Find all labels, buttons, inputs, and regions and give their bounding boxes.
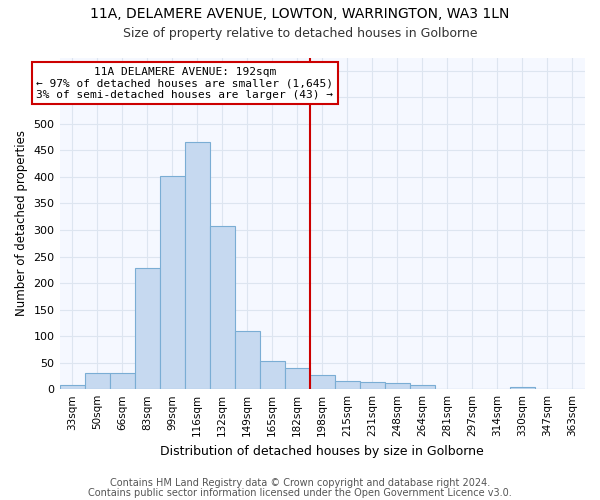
Bar (360, 382, 385, 389)
Text: 11A, DELAMERE AVENUE, LOWTON, WARRINGTON, WA3 1LN: 11A, DELAMERE AVENUE, LOWTON, WARRINGTON… (91, 8, 509, 22)
Bar (235, 331, 260, 389)
Text: 11A DELAMERE AVENUE: 192sqm
← 97% of detached houses are smaller (1,645)
3% of s: 11A DELAMERE AVENUE: 192sqm ← 97% of det… (36, 66, 333, 100)
Bar (160, 176, 185, 389)
Bar (410, 386, 435, 389)
Bar (310, 375, 335, 389)
Bar (209, 226, 235, 389)
Bar (335, 381, 360, 389)
Bar (110, 374, 134, 389)
Bar (134, 268, 160, 389)
Text: Contains public sector information licensed under the Open Government Licence v3: Contains public sector information licen… (88, 488, 512, 498)
Bar (185, 142, 209, 389)
X-axis label: Distribution of detached houses by size in Golborne: Distribution of detached houses by size … (160, 444, 484, 458)
Bar (285, 368, 310, 389)
Text: Size of property relative to detached houses in Golborne: Size of property relative to detached ho… (123, 28, 477, 40)
Bar (59, 386, 85, 389)
Bar (385, 384, 410, 389)
Bar (85, 374, 110, 389)
Bar (260, 360, 285, 389)
Bar (510, 386, 535, 389)
Text: Contains HM Land Registry data © Crown copyright and database right 2024.: Contains HM Land Registry data © Crown c… (110, 478, 490, 488)
Y-axis label: Number of detached properties: Number of detached properties (15, 130, 28, 316)
